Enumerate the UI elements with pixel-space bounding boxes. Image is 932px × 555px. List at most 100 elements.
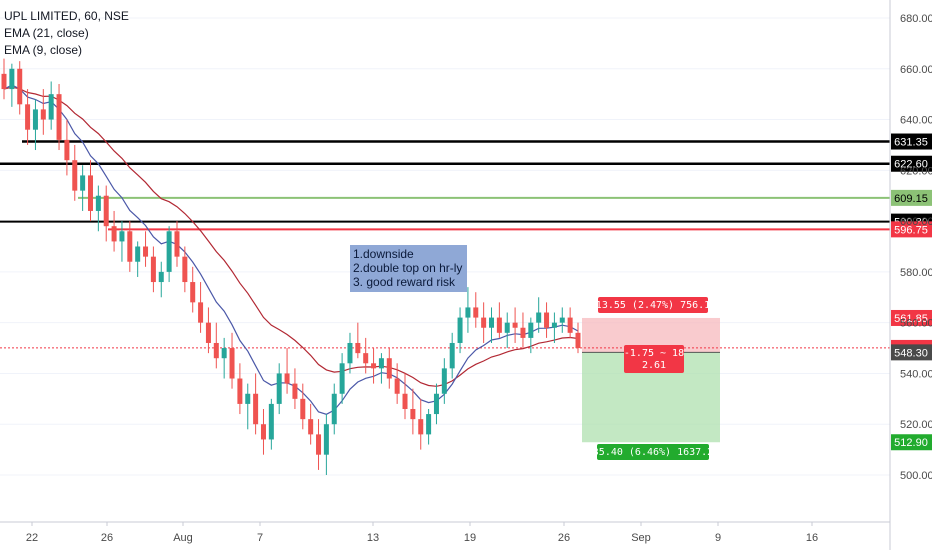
candle-body	[355, 342, 361, 354]
x-tick-label: 19	[464, 532, 476, 544]
candle-body	[95, 195, 101, 211]
candle-body	[1, 73, 7, 90]
ema21-legend[interactable]: EMA (21, close)	[4, 26, 89, 40]
x-tick-label: Sep	[631, 532, 651, 544]
candle-body	[363, 353, 369, 364]
symbol-title[interactable]: UPL LIMITED, 60, NSE	[4, 9, 129, 23]
x-tick-label: 9	[715, 532, 721, 544]
y-tick-label: 560.00	[900, 318, 932, 330]
ema9-line	[3, 84, 579, 415]
axis-price-label: 548.30	[894, 347, 928, 359]
candle-body	[221, 348, 227, 359]
level-price-tag	[891, 133, 932, 150]
candle-body	[158, 271, 164, 283]
axis-price-tag	[891, 309, 932, 326]
candle-body	[143, 246, 149, 257]
candle-body	[528, 322, 534, 338]
candle-body	[308, 419, 314, 435]
candle-body	[449, 342, 455, 369]
level-price-label: 622.60	[894, 159, 928, 171]
candle-body	[433, 393, 439, 415]
level-price-tag	[891, 155, 932, 172]
candle-body	[32, 109, 38, 130]
candle-body	[111, 226, 117, 242]
candle-body	[48, 94, 54, 120]
candle-body	[504, 322, 510, 333]
y-tick-label: 620.00	[900, 165, 932, 177]
axis-price-tag	[891, 434, 932, 451]
y-tick-label: 580.00	[900, 267, 932, 279]
candle-body	[331, 393, 337, 425]
candle-body	[441, 368, 447, 394]
candle-body	[544, 312, 550, 328]
axis-price-tag	[891, 344, 932, 361]
candle-body	[182, 256, 188, 283]
candle-body	[213, 342, 219, 359]
candle-body	[316, 434, 322, 455]
candle-body	[237, 378, 243, 404]
note-line: 1.downside	[353, 247, 414, 261]
candle-body	[25, 104, 31, 130]
reward-label-text: 35.40 (6.46%) 1637.2	[593, 447, 713, 458]
x-tick-label: 7	[257, 532, 263, 544]
level-price-label: 596.75	[894, 224, 928, 236]
candle-body	[268, 403, 274, 440]
y-tick-label: 600.00	[900, 216, 932, 228]
axis-price-label: 512.90	[894, 437, 928, 449]
y-tick-label: 540.00	[900, 368, 932, 380]
y-tick-label: 500.00	[900, 470, 932, 482]
candle-body	[64, 139, 70, 161]
ratio-label-text: 2.61	[642, 360, 666, 371]
candle-body	[536, 312, 542, 323]
short-position-tool[interactable]: 13.55 (2.47%) 756.1 -1.75 ~ 182.61 35.40 (…	[0, 297, 932, 460]
candle-body	[166, 231, 172, 272]
candle-body	[174, 231, 180, 257]
chart-legend: UPL LIMITED, 60, NSE EMA (21, close) EMA…	[4, 8, 129, 59]
note-line: 2.double top on hr-ly	[353, 261, 462, 275]
candle-body	[127, 231, 133, 262]
x-tick-label: 26	[558, 532, 570, 544]
candle-body	[245, 393, 251, 404]
level-price-label: 609.15	[894, 193, 928, 205]
ema21-line	[3, 86, 579, 387]
candle-body	[17, 68, 23, 105]
note-box	[350, 245, 467, 292]
candle-body	[386, 358, 392, 379]
axis-price-label: 561.85	[894, 313, 928, 325]
candles	[1, 58, 581, 475]
x-tick-label: 22	[26, 532, 38, 544]
ema-lines	[3, 84, 579, 415]
y-tick-label: 640.00	[900, 115, 932, 127]
candle-body	[72, 160, 78, 191]
candle-body	[292, 383, 298, 399]
candle-body	[567, 317, 573, 333]
x-tick-label: 16	[806, 532, 818, 544]
x-tick-label: Aug	[173, 532, 193, 544]
candle-body	[489, 317, 495, 328]
ratio-label-text: -1.75 ~ 18	[624, 348, 684, 359]
ema9-legend[interactable]: EMA (9, close)	[4, 43, 83, 57]
level-price-tag	[891, 189, 932, 206]
candle-body	[198, 302, 204, 323]
candle-body	[347, 342, 353, 364]
candle-body	[80, 175, 86, 191]
candle-body	[402, 393, 408, 409]
candle-body	[426, 414, 432, 435]
candle-body	[520, 327, 526, 338]
candle-body	[229, 348, 235, 379]
candle-body	[457, 317, 463, 343]
candle-body	[473, 307, 479, 318]
candle-body	[575, 332, 581, 349]
x-tick-label: 13	[367, 532, 379, 544]
candle-body	[150, 256, 156, 283]
candle-body	[40, 109, 46, 120]
note-line: 3. good reward risk	[353, 275, 456, 289]
y-tick-label: 520.00	[900, 419, 932, 431]
x-tick-label: 26	[101, 532, 113, 544]
reward-label-box	[597, 444, 709, 460]
level-price-label: 631.35	[894, 137, 928, 149]
level-price-tag	[891, 221, 932, 238]
